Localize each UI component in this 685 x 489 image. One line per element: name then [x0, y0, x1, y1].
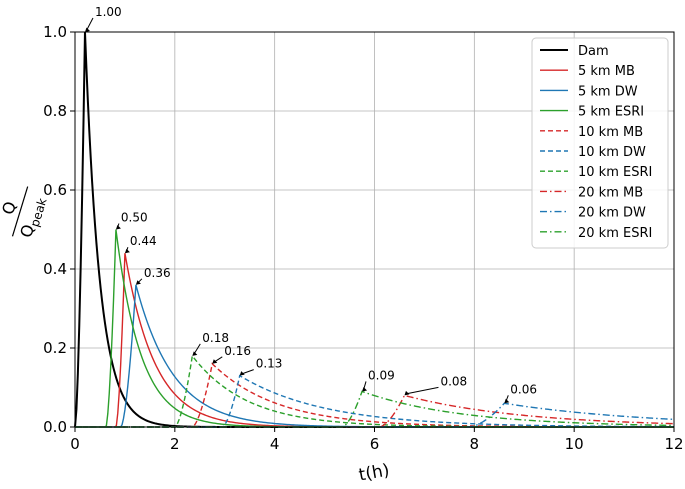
peak-value-label: 0.09	[368, 368, 395, 382]
y-tick-label: 1.0	[43, 23, 67, 41]
peak-value-label: 0.08	[440, 374, 467, 388]
peak-arrowhead	[212, 359, 218, 364]
x-tick-label: 2	[170, 435, 180, 453]
peak-arrowhead	[192, 351, 198, 356]
peak-arrowhead	[124, 248, 130, 254]
y-label-denominator: Qpeak	[16, 194, 49, 241]
y-axis-label: Q Qpeak	[0, 186, 50, 241]
peak-annotation-arrow	[405, 386, 439, 395]
peak-arrowhead	[504, 398, 510, 404]
peak-arrowhead	[115, 225, 121, 230]
peak-arrowhead	[135, 280, 141, 285]
x-tick-label: 0	[70, 435, 80, 453]
y-label-fraction-bar	[11, 186, 29, 237]
legend-entry-label: 20 km MB	[578, 185, 643, 200]
peak-arrowhead	[239, 371, 245, 376]
x-axis-ticks: 0 2 4 6 8 10 12	[70, 427, 684, 453]
x-axis-label: t(h)	[357, 460, 391, 485]
legend-entry-label: Dam	[578, 44, 609, 59]
legend-entry-label: 10 km MB	[578, 125, 643, 140]
legend-entry-label: 5 km ESRI	[578, 105, 644, 120]
series-line	[75, 390, 675, 428]
y-tick-label: 0.0	[43, 418, 67, 436]
x-tick-label: 8	[470, 435, 480, 453]
peak-value-label: 0.06	[510, 382, 537, 396]
legend-entry-label: 10 km ESRI	[578, 165, 652, 180]
y-label-denominator-base: Q	[16, 222, 38, 240]
peak-annotation-arrow	[86, 17, 94, 31]
peak-value-label: 1.00	[95, 5, 122, 19]
y-tick-label: 0.8	[43, 102, 67, 120]
legend-entry-label: 10 km DW	[578, 145, 646, 160]
peak-arrowhead	[84, 27, 90, 32]
legend-entry-label: 5 km DW	[578, 84, 638, 99]
peak-arrowhead	[362, 386, 368, 392]
y-tick-label: 0.2	[43, 339, 67, 357]
peak-value-label: 0.16	[224, 344, 251, 358]
x-tick-label: 10	[565, 435, 584, 453]
x-tick-label: 12	[664, 435, 683, 453]
legend-entry-label: 5 km MB	[578, 64, 635, 79]
x-tick-label: 6	[370, 435, 380, 453]
peak-value-label: 0.13	[256, 357, 283, 371]
y-tick-label: 0.6	[43, 181, 67, 199]
legend: Dam 5 km MB 5 km DW 5 km ESRI 10 km MB 10 km …	[531, 37, 669, 249]
series-line	[75, 402, 675, 428]
peak-value-label: 0.36	[144, 266, 171, 280]
legend-entry-label: 20 km DW	[578, 206, 646, 221]
y-tick-label: 0.4	[43, 260, 67, 278]
y-label-denominator-sub: peak	[28, 196, 50, 228]
peak-value-label: 0.18	[202, 331, 229, 345]
y-axis-ticks: 0.0 0.2 0.4 0.6 0.8 1.0	[43, 23, 75, 436]
legend-entry-label: 20 km ESRI	[578, 226, 652, 241]
peak-arrowhead	[404, 390, 410, 396]
peak-value-label: 0.44	[130, 234, 157, 248]
peak-value-label: 0.50	[121, 211, 148, 225]
peak-labels: 1.00 0.44 0.36 0.50 0.16 0.13 0.18 0.08 0.06 0.09	[84, 5, 537, 404]
x-tick-label: 4	[270, 435, 280, 453]
y-label-numerator: Q	[0, 199, 20, 217]
